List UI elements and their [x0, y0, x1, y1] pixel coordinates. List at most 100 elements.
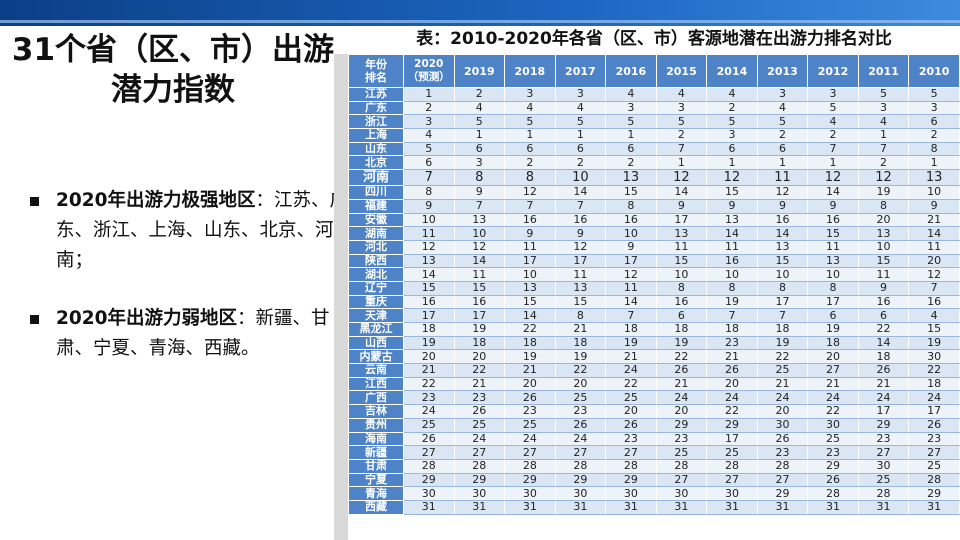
- rank-cell: 11: [807, 240, 859, 255]
- rank-cell: 11: [605, 281, 657, 296]
- rank-cell: 13: [504, 281, 556, 296]
- rank-cell: 1: [504, 128, 556, 143]
- rank-cell: 21: [605, 349, 657, 365]
- square-bullet-icon: [30, 315, 39, 324]
- rank-cell: 31: [655, 500, 708, 515]
- rank-cell: 6: [807, 308, 859, 323]
- rank-cell: 19: [857, 185, 910, 200]
- rank-cell: 3: [756, 87, 809, 102]
- rank-cell: 12: [554, 240, 607, 255]
- table-row: 陕西 13 14 17 17 17 15 16 15 13 15 20: [348, 254, 960, 269]
- rank-cell: 10: [554, 169, 607, 187]
- rank-cell: 20: [706, 377, 758, 392]
- rank-cell: 29: [453, 473, 506, 488]
- rank-cell: 9: [403, 199, 455, 214]
- rank-cell: 8: [504, 169, 556, 187]
- rank-cell: 5: [554, 114, 607, 130]
- rank-cell: 6: [605, 142, 657, 157]
- rank-cell: 16: [403, 295, 455, 310]
- rank-cell: 23: [554, 404, 607, 419]
- rank-cell: 14: [908, 226, 960, 241]
- rank-cell: 14: [756, 226, 809, 241]
- table-row: 河南 7 8 8 10 13 12 12 11 12 12 13: [348, 169, 960, 187]
- rank-cell: 14: [453, 254, 506, 269]
- rank-cell: 18: [908, 377, 960, 392]
- rank-cell: 25: [756, 363, 809, 378]
- rank-cell: 8: [857, 199, 910, 214]
- rank-cell: 13: [807, 254, 859, 269]
- rank-cell: 8: [453, 169, 506, 187]
- rank-cell: 20: [655, 404, 708, 419]
- rank-cell: 6: [756, 142, 809, 157]
- rank-cell: 9: [756, 199, 809, 214]
- rank-cell: 19: [504, 349, 556, 365]
- rank-cell: 20: [908, 254, 960, 269]
- rank-cell: 22: [605, 377, 657, 392]
- rank-cell: 14: [807, 185, 859, 200]
- table-row: 贵州 25 25 25 26 26 29 29 30 30 29 26: [348, 418, 960, 433]
- rank-cell: 9: [706, 199, 758, 214]
- rank-cell: 5: [908, 87, 960, 102]
- rank-cell: 12: [453, 240, 506, 255]
- rank-cell: 5: [453, 114, 506, 130]
- rank-cell: 21: [554, 322, 607, 337]
- rank-cell: 10: [504, 267, 556, 282]
- rank-cell: 19: [554, 349, 607, 365]
- rank-cell: 26: [756, 432, 809, 447]
- rank-cell: 14: [655, 185, 708, 200]
- province-cell: 云南: [348, 363, 404, 378]
- rank-cell: 2: [504, 155, 556, 171]
- year-header-line: 2015: [666, 64, 697, 78]
- rank-cell: 28: [655, 459, 708, 474]
- rank-cell: 28: [908, 473, 960, 488]
- table-row: 广东 2 4 4 4 3 3 2 4 5 3 3: [348, 101, 960, 116]
- rank-cell: 13: [554, 281, 607, 296]
- rank-cell: 27: [504, 445, 556, 460]
- rank-cell: 15: [504, 295, 556, 310]
- rank-cell: 27: [908, 445, 960, 460]
- rank-cell: 13: [655, 226, 708, 241]
- rank-cell: 22: [908, 363, 960, 378]
- year-header: 2010: [908, 54, 960, 88]
- rank-cell: 31: [706, 500, 758, 515]
- rank-cell: 22: [403, 377, 455, 392]
- rank-cell: 3: [857, 101, 910, 116]
- rank-cell: 13: [403, 254, 455, 269]
- rank-cell: 3: [908, 101, 960, 116]
- rank-cell: 1: [655, 155, 708, 171]
- rank-cell: 23: [857, 432, 910, 447]
- rank-cell: 25: [403, 418, 455, 433]
- province-cell: 辽宁: [348, 281, 404, 296]
- rank-cell: 30: [655, 486, 708, 501]
- rank-cell: 27: [605, 445, 657, 460]
- rank-cell: 17: [908, 404, 960, 419]
- rank-cell: 12: [908, 267, 960, 282]
- rank-cell: 21: [807, 377, 859, 392]
- rank-cell: 22: [655, 349, 708, 365]
- rank-cell: 12: [706, 169, 758, 187]
- rank-cell: 25: [504, 418, 556, 433]
- rank-cell: 24: [605, 363, 657, 378]
- rank-cell: 23: [403, 390, 455, 406]
- rank-cell: 7: [706, 308, 758, 323]
- table-row: 北京 6 3 2 2 2 1 1 1 1 2 1: [348, 155, 960, 171]
- rank-cell: 20: [857, 213, 910, 228]
- rank-cell: 16: [706, 254, 758, 269]
- year-header: 2013: [756, 54, 809, 88]
- province-cell: 吉林: [348, 404, 404, 419]
- table-row: 江苏 1 2 3 3 4 4 4 3 3 5 5: [348, 87, 960, 102]
- rank-cell: 28: [807, 486, 859, 501]
- rank-cell: 10: [756, 267, 809, 282]
- rank-cell: 5: [756, 114, 809, 130]
- table-row: 河北 12 12 11 12 9 11 11 13 11 10 11: [348, 240, 960, 255]
- rank-cell: 17: [756, 295, 809, 310]
- rank-cell: 25: [807, 432, 859, 447]
- rank-cell: 16: [605, 213, 657, 228]
- rank-cell: 26: [605, 418, 657, 433]
- rank-cell: 2: [605, 155, 657, 171]
- rank-cell: 12: [605, 267, 657, 282]
- rank-cell: 4: [403, 128, 455, 143]
- rank-cell: 19: [756, 336, 809, 351]
- rank-cell: 3: [605, 101, 657, 116]
- rank-cell: 23: [756, 445, 809, 460]
